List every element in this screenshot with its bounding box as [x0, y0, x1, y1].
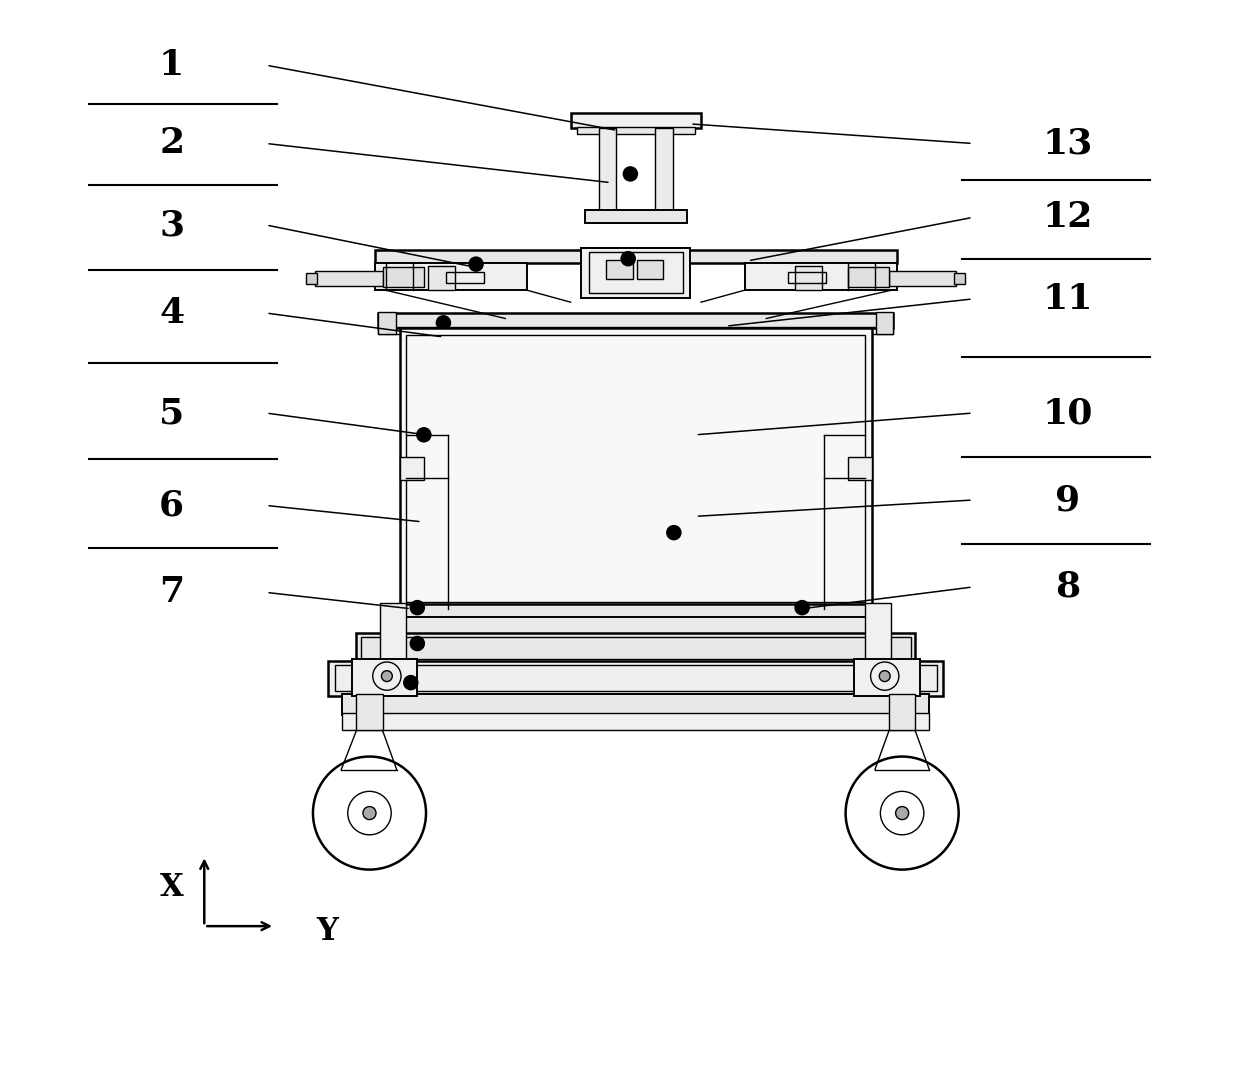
Text: Y: Y — [316, 916, 338, 947]
Text: 13: 13 — [1042, 126, 1093, 161]
Bar — [637, 260, 663, 279]
Text: 4: 4 — [159, 296, 185, 330]
Bar — [429, 266, 456, 290]
Bar — [400, 328, 872, 609]
Bar — [615, 467, 657, 483]
Bar — [605, 391, 668, 424]
Circle shape — [896, 807, 908, 820]
Bar — [571, 113, 701, 128]
Bar — [606, 354, 667, 367]
Bar — [315, 271, 383, 286]
Bar — [384, 604, 887, 620]
Bar — [855, 659, 919, 696]
Circle shape — [468, 257, 483, 272]
Bar — [847, 267, 890, 287]
Text: 12: 12 — [1042, 200, 1093, 235]
Bar — [406, 335, 865, 602]
Circle shape — [623, 166, 637, 182]
Circle shape — [410, 637, 425, 650]
Bar — [589, 252, 683, 293]
Bar — [342, 694, 929, 715]
Text: 5: 5 — [159, 396, 185, 430]
Bar — [378, 313, 893, 328]
Text: 9: 9 — [1054, 483, 1080, 517]
Circle shape — [363, 807, 375, 820]
Text: X: X — [160, 872, 183, 903]
Bar — [361, 637, 911, 659]
Circle shape — [628, 418, 643, 434]
Bar — [375, 250, 897, 263]
Text: 11: 11 — [1042, 282, 1093, 316]
Bar — [352, 659, 418, 696]
Bar — [605, 429, 668, 462]
Text: 3: 3 — [159, 208, 185, 242]
Text: 8: 8 — [1054, 570, 1080, 604]
Bar — [655, 128, 673, 217]
Circle shape — [628, 365, 643, 379]
Bar — [606, 260, 633, 279]
Bar — [380, 603, 406, 663]
Bar — [375, 263, 527, 290]
Bar — [383, 267, 424, 287]
Circle shape — [880, 671, 890, 682]
Circle shape — [596, 505, 611, 521]
Text: 6: 6 — [159, 488, 185, 523]
Bar — [378, 327, 893, 334]
Circle shape — [667, 525, 681, 540]
Circle shape — [382, 671, 393, 682]
Text: 1: 1 — [159, 48, 185, 83]
Circle shape — [416, 428, 431, 442]
Bar — [954, 273, 965, 284]
Bar — [584, 328, 597, 435]
Bar — [890, 271, 957, 286]
Bar — [598, 128, 616, 217]
Bar — [581, 248, 690, 298]
Bar — [342, 713, 929, 730]
Bar — [384, 617, 887, 635]
Bar — [615, 485, 657, 500]
Bar — [585, 210, 686, 223]
Bar — [357, 633, 916, 663]
Bar — [611, 365, 660, 393]
Bar — [335, 665, 937, 691]
Circle shape — [589, 440, 598, 451]
Circle shape — [436, 315, 451, 330]
Circle shape — [673, 440, 684, 451]
Bar — [847, 457, 872, 480]
Bar — [446, 272, 483, 283]
Bar — [675, 328, 688, 435]
Bar — [745, 263, 897, 290]
Bar — [598, 330, 673, 357]
Circle shape — [621, 251, 636, 266]
Bar — [890, 694, 916, 730]
Bar — [328, 661, 943, 696]
Bar — [606, 498, 665, 517]
Bar — [357, 694, 383, 730]
Bar — [306, 273, 317, 284]
Text: 10: 10 — [1042, 396, 1093, 430]
Circle shape — [410, 600, 425, 614]
Bar — [788, 272, 826, 283]
Bar — [613, 515, 659, 528]
Bar — [597, 424, 674, 467]
Bar — [378, 312, 395, 334]
Text: 7: 7 — [159, 575, 185, 610]
Text: 2: 2 — [159, 126, 185, 161]
Bar — [400, 457, 424, 480]
Bar — [794, 266, 821, 290]
Bar — [577, 127, 695, 134]
Circle shape — [675, 492, 690, 507]
Circle shape — [795, 600, 809, 614]
Bar — [876, 312, 893, 334]
Circle shape — [404, 676, 418, 690]
Bar — [865, 603, 891, 663]
Bar — [613, 422, 659, 437]
